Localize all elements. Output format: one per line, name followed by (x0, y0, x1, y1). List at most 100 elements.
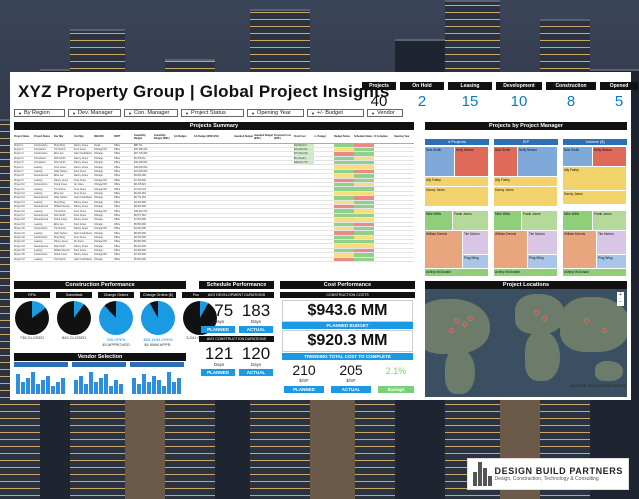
filter-con-manager[interactable]: ▼ Con. Manager (124, 109, 178, 117)
treemap-block[interactable]: Nick Smith (494, 147, 518, 177)
table-column-header[interactable]: Feasibility Budget (134, 131, 154, 144)
table-row[interactable]: Project 3 Construction Elize Jen Sam Fredri… (14, 151, 414, 157)
table-row[interactable]: Project 5 Completed Nick Smith Danny Jones C… (14, 160, 414, 166)
table-row[interactable]: Project 24 Development Nick Smith Danny Jon… (14, 243, 414, 249)
treemap-block[interactable]: Ping Wing (528, 255, 558, 269)
vendor-bar[interactable] (31, 372, 35, 394)
table-column-header[interactable]: REGION (94, 131, 114, 144)
table-row[interactable]: Project 20 Construction Tim Norton Danny Jo… (14, 226, 414, 232)
vendor-bar[interactable] (36, 384, 40, 394)
projects-summary-table[interactable]: Project Name Project Status Dev Mgr Con Mgr… (14, 131, 414, 273)
vendor-bar[interactable] (56, 382, 60, 394)
vendor-bar[interactable] (167, 372, 171, 394)
treemap-block[interactable]: Mike Willis (425, 211, 453, 231)
table-column-header[interactable]: GA Budget (174, 131, 194, 144)
treemap-block[interactable]: Nick Smith (425, 147, 455, 177)
table-row[interactable]: Project 4 Completed Nick Smith Danny Jones C… (14, 156, 414, 162)
vendor-bar[interactable] (46, 376, 50, 394)
table-row[interactable]: Project 26 Construction Frank Jones Danny J… (14, 252, 414, 258)
treemap-block[interactable]: Frank Jones (453, 211, 489, 231)
table-column-header[interactable]: GA Budget ($/SF) (194, 131, 214, 144)
table-column-header[interactable]: Awarded Budget (234, 131, 254, 144)
treemap-block[interactable]: Mike Willis (494, 211, 522, 231)
table-row[interactable]: Project 22 Construction Ping Wing Fred Jone… (14, 235, 414, 241)
table-row[interactable]: Project 15 Development William Dennis Danny… (14, 204, 414, 210)
table-row[interactable]: Project 19 Leasing Elize Jen Fred Jones Chic… (14, 222, 414, 227)
table-row[interactable]: Project 16 Leasing Tim Norton Fred Jones Chi… (14, 208, 414, 214)
donut-change-orders-dollars[interactable]: Change Orders ($) $55.1MM OPEN $4.9MM AP… (140, 292, 176, 347)
vendor-bar[interactable] (74, 380, 78, 394)
table-column-header[interactable]: Schedule Status (354, 131, 374, 144)
table-column-header[interactable]: Feasibility Budget ($/SF) (154, 131, 174, 144)
treemap-block[interactable]: Nelly Nelson (593, 147, 627, 167)
kpi-construction[interactable]: Construction 8 (546, 82, 596, 110)
kpi-leasing[interactable]: Leasing 15 (448, 82, 492, 110)
treemap-eip[interactable]: EIP (494, 139, 558, 146)
treemap-block[interactable]: William Dennis (425, 231, 463, 269)
kpi-opened[interactable]: Opened 5 (600, 82, 638, 110)
table-row[interactable]: Project 14 Leasing Ping Wing Danny Jones Chi… (14, 200, 414, 206)
table-row[interactable]: Project 1 Construction Ping Wing Danny Jone… (14, 143, 414, 148)
treemap-volume[interactable]: Volume ($) (563, 139, 627, 146)
treemap-block[interactable]: Danny Jones (425, 187, 489, 207)
filter-opening-year[interactable]: ▼ Opening Year (247, 109, 304, 117)
vendor-bar[interactable] (16, 374, 20, 394)
table-column-header[interactable]: AVG (214, 131, 234, 144)
treemap-block[interactable]: Frank Jones (522, 211, 558, 231)
vendor-bar[interactable] (162, 386, 166, 394)
table-column-header[interactable]: Awarded Budget ($/SF) (254, 131, 274, 144)
filter-budget[interactable]: ▼ +/- Budget (307, 109, 364, 117)
table-row[interactable]: Project 13 Development Nelly Nelson Sam Fre… (14, 195, 414, 201)
vendor-bar[interactable] (114, 380, 118, 394)
map-marker[interactable] (585, 319, 588, 322)
map-marker[interactable] (463, 323, 466, 326)
vendor-bar[interactable] (147, 382, 151, 394)
table-column-header[interactable]: Projected Cost ($/SF) (274, 131, 294, 144)
vendor-bar[interactable] (26, 378, 30, 394)
table-row[interactable]: Project 27 Leasing Tim Norton Sam Fredricks… (14, 257, 414, 263)
kpi-projects[interactable]: Projects 40 (362, 82, 396, 110)
donut-rfis[interactable]: RFIs 735 CLOSED (14, 292, 50, 347)
table-row[interactable]: Project 25 Leasing William Dennis Fred Jone… (14, 248, 414, 254)
treemap-block[interactable]: Danny Jones (494, 187, 558, 207)
treemap-block[interactable]: Ashley McDonald (494, 269, 558, 277)
vendor-bar[interactable] (152, 376, 156, 394)
table-column-header[interactable]: Dev Mgr (54, 131, 74, 144)
treemap-block[interactable]: Nelly Nelson (518, 147, 558, 177)
donut-change-orders[interactable]: Change Orders 335 OPEN 45 APPROVED (98, 292, 134, 347)
treemap-block[interactable]: Tim Norton (463, 231, 489, 255)
table-row[interactable]: Project 12 Leasing Elize Jen Fred Jones Chic… (14, 191, 414, 197)
vendor-selection-chart[interactable] (14, 362, 186, 394)
treemap-block[interactable]: Frank Jones (593, 211, 627, 231)
table-row[interactable]: Project 6 Leasing Fred Jones Danny Jones Chi… (14, 164, 414, 170)
table-row[interactable]: Project 17 Development Nick Smith Fred Jone… (14, 213, 414, 219)
table-column-header[interactable]: Final Cost (294, 131, 314, 144)
vendor-bar[interactable] (41, 380, 45, 394)
treemap-block[interactable]: Tim Norton (597, 231, 627, 255)
vendor-bar[interactable] (79, 376, 83, 394)
treemap-block[interactable]: Ping Wing (597, 255, 627, 269)
map-marker[interactable] (535, 311, 538, 314)
vendor-bar[interactable] (142, 374, 146, 394)
vendor-bar[interactable] (51, 386, 55, 394)
table-row[interactable]: Project 9 Leasing Danny Jones Fred Jones Chi… (14, 178, 414, 184)
treemap-block[interactable]: William Dennis (494, 231, 528, 269)
map-marker[interactable] (450, 329, 453, 332)
table-row[interactable]: Project 18 Development Frank Jones Danny Jo… (14, 217, 414, 223)
map-marker[interactable] (455, 319, 458, 322)
treemap-block[interactable]: Ally Fatmy (494, 177, 558, 187)
table-row[interactable]: Project 7 Leasing Nelly Nelson Fred Jones Ch… (14, 169, 414, 175)
vendor-bar[interactable] (84, 384, 88, 394)
treemap-projects[interactable]: # Projects (425, 139, 489, 146)
treemap-block[interactable]: Ashley McDonald (425, 269, 489, 277)
treemap-block[interactable]: Ally Fatmy (425, 177, 489, 187)
map-marker[interactable] (543, 317, 546, 320)
table-row[interactable]: Project 8 Development Elize Jen Danny Jones… (14, 173, 414, 179)
table-column-header[interactable]: Opening Year (394, 131, 414, 144)
table-row[interactable]: Project 2 Completed Tim Norton Fred Jones Ch… (14, 147, 414, 153)
vendor-bar[interactable] (104, 374, 108, 394)
kpi-development[interactable]: Development 10 (496, 82, 542, 110)
vendor-bar[interactable] (89, 372, 93, 394)
treemap-block[interactable]: Tim Norton (528, 231, 558, 255)
kpi-on-hold[interactable]: On Hold 2 (400, 82, 444, 110)
